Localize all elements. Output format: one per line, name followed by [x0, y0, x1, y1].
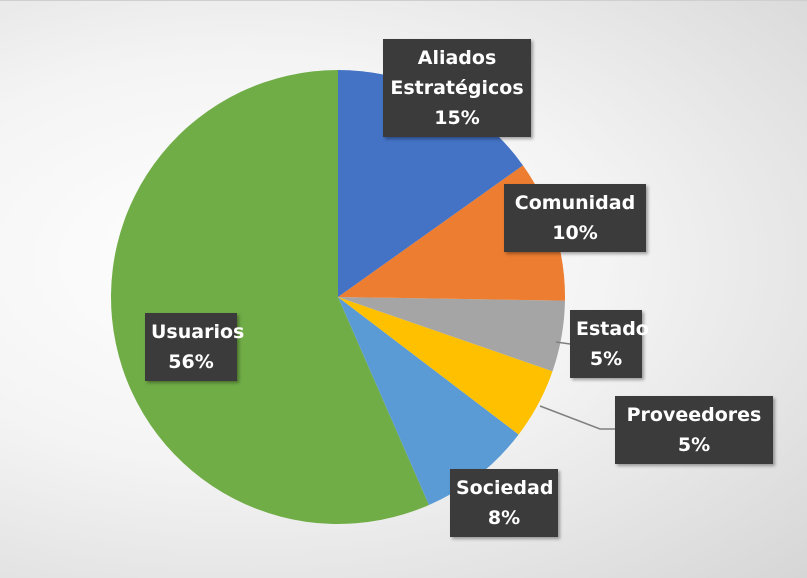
label-value: 8%	[487, 507, 521, 529]
pie-slice	[338, 297, 519, 505]
data-label: Usuarios 56%	[145, 313, 245, 381]
leader-line	[539, 405, 615, 430]
label-value: 5%	[589, 348, 623, 370]
pie-slice	[338, 297, 553, 435]
pie-slice	[338, 297, 565, 372]
label-name: Proveedores	[626, 404, 762, 426]
leader-line	[555, 341, 571, 345]
data-label: Comunidad 10%	[504, 184, 646, 252]
label-name: Usuarios	[151, 321, 245, 343]
label-value: 56%	[168, 351, 214, 373]
label-name: Estado	[576, 318, 649, 340]
data-label: Aliados Estratégicos 15%	[383, 39, 531, 137]
label-value: 15%	[434, 107, 480, 129]
data-label: Estado 5%	[570, 310, 649, 378]
label-value: 5%	[677, 434, 711, 456]
label-name: Aliados Estratégicos	[390, 47, 524, 99]
data-label: Proveedores 5%	[615, 396, 773, 464]
label-value: 10%	[552, 222, 598, 244]
data-label: Sociedad 8%	[450, 469, 558, 537]
pie-slice	[111, 70, 430, 524]
label-name: Comunidad	[514, 192, 636, 214]
label-name: Sociedad	[456, 477, 554, 499]
